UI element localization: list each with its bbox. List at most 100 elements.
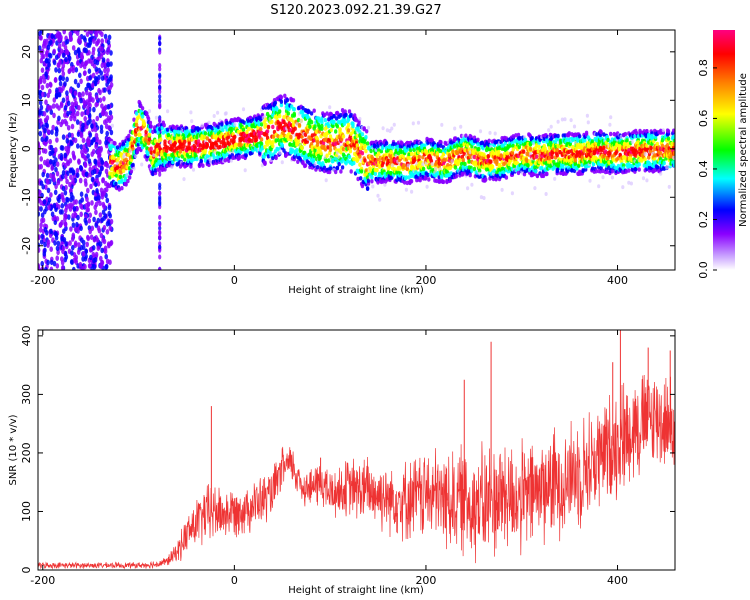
heat-cell: [362, 126, 366, 131]
heat-cell: [61, 97, 66, 103]
heat-cell: [109, 239, 114, 246]
heat-cell: [72, 266, 76, 270]
heat-cell: [65, 38, 70, 45]
heat-cell: [409, 179, 414, 184]
heat-cell: [91, 245, 96, 251]
heat-cell: [271, 155, 275, 161]
heat-cell: [47, 58, 51, 64]
heat-cell: [60, 203, 65, 209]
heat-cell: [83, 161, 88, 168]
heat-cell: [329, 127, 334, 133]
heat-cell: [38, 227, 43, 233]
heat-cell: [61, 245, 66, 251]
heat-cell: [189, 164, 193, 169]
heat-cell: [63, 212, 67, 219]
heat-cell: [117, 180, 122, 185]
heat-cell: [505, 151, 509, 156]
heat-cell: [76, 131, 81, 137]
heat-cell: [38, 45, 42, 51]
heat-cell: [296, 152, 301, 157]
heat-cell: [99, 165, 104, 171]
heat-cell: [440, 122, 444, 127]
heat-cell: [489, 159, 493, 164]
heat-cell: [52, 97, 57, 103]
heat-cell: [55, 103, 59, 109]
heat-cell: [51, 103, 56, 109]
heat-cell: [55, 255, 59, 261]
heat-cell: [94, 32, 99, 38]
heat-cell: [66, 125, 71, 131]
heat-cell: [46, 44, 51, 51]
heat-cell: [282, 115, 286, 120]
heat-cell: [39, 163, 43, 170]
heat-cell: [80, 126, 85, 132]
heat-cell: [83, 116, 87, 122]
heat-cell: [149, 124, 153, 129]
heat-cell: [285, 97, 290, 103]
heat-cell: [88, 132, 93, 138]
heat-cell: [45, 172, 50, 179]
heat-cell: [104, 139, 108, 146]
heat-cell: [95, 115, 100, 122]
heat-cell: [60, 259, 65, 266]
heat-cell: [273, 100, 278, 106]
heat-cell: [42, 251, 47, 257]
heat-cell: [448, 165, 453, 171]
heat-cell: [156, 151, 160, 156]
heat-cell: [116, 156, 121, 161]
heat-cell: [38, 99, 43, 106]
heat-cell: [92, 38, 96, 44]
heat-cell: [64, 254, 69, 260]
heat-cell: [351, 124, 355, 129]
heat-cell: [477, 146, 481, 152]
heat-cell: [63, 152, 67, 159]
heat-cell: [57, 43, 62, 49]
heat-cell: [65, 49, 70, 56]
heat-cell: [75, 110, 80, 117]
heat-cell: [313, 124, 317, 129]
heat-cell: [55, 170, 60, 177]
heat-cell: [349, 169, 353, 174]
heat-cell: [95, 177, 99, 184]
heat-cell: [573, 158, 578, 163]
heat-cell: [88, 91, 92, 98]
heat-cell: [526, 163, 530, 168]
heat-cell: [311, 157, 315, 162]
heat-cell: [43, 128, 47, 134]
heat-cell: [270, 119, 274, 125]
heat-cell: [158, 229, 162, 235]
heat-cell: [73, 226, 78, 232]
heat-cell: [107, 89, 112, 95]
heat-cell: [239, 149, 243, 155]
heat-cell: [158, 49, 162, 55]
heat-cell: [90, 169, 95, 176]
heat-cell: [588, 178, 592, 183]
heat-cell: [47, 197, 52, 203]
heat-cell: [263, 144, 267, 150]
heat-cell: [134, 122, 139, 128]
heat-cell: [39, 239, 44, 245]
heat-cell: [79, 78, 83, 85]
heat-cell: [285, 151, 290, 157]
heat-cell: [107, 210, 111, 217]
heat-cell: [128, 175, 132, 180]
heat-cell: [48, 172, 53, 179]
heat-cell: [75, 30, 80, 36]
heat-cell: [48, 138, 52, 145]
heat-cell: [212, 155, 216, 160]
heat-cell: [152, 153, 156, 158]
heat-cell: [259, 137, 264, 142]
heat-cell: [69, 174, 73, 180]
heat-cell: [134, 154, 138, 159]
heat-cell: [48, 81, 53, 88]
heat-cell: [259, 141, 264, 147]
heat-cell: [555, 153, 559, 158]
heat-cell: [85, 89, 89, 96]
heat-cell: [199, 158, 203, 164]
heat-cell: [39, 104, 44, 111]
heat-cell: [303, 132, 308, 137]
heat-cell: [43, 159, 47, 166]
heat-cell: [191, 167, 196, 172]
heat-cell: [76, 249, 81, 255]
